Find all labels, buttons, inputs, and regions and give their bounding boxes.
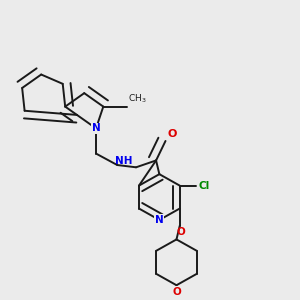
Text: O: O bbox=[167, 129, 176, 140]
Text: N: N bbox=[92, 123, 100, 134]
Text: N: N bbox=[155, 215, 164, 225]
Text: NH: NH bbox=[115, 156, 133, 166]
Text: CH$_3$: CH$_3$ bbox=[128, 92, 147, 105]
Text: O: O bbox=[176, 227, 185, 237]
Text: Cl: Cl bbox=[198, 181, 209, 190]
Text: O: O bbox=[172, 287, 181, 297]
